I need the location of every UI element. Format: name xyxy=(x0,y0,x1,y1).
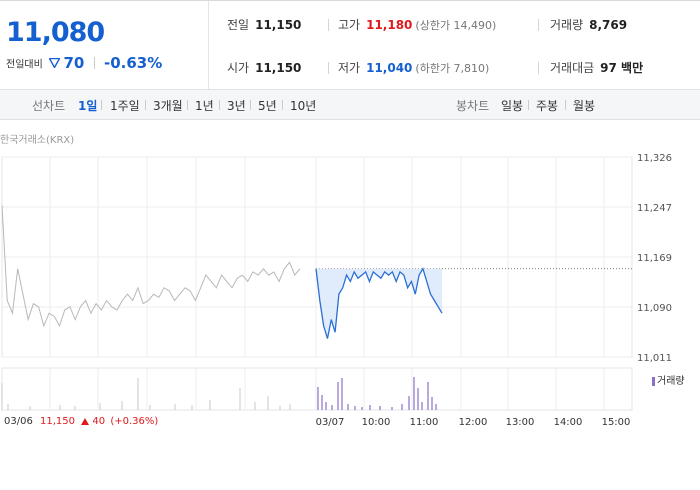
y-tick-label: 11,169 xyxy=(637,253,672,264)
stat-volume: 거래량 8,769 xyxy=(550,16,627,34)
divider xyxy=(219,100,220,110)
volume-grid xyxy=(1,367,633,411)
period-3y-button[interactable]: 3년 xyxy=(227,99,246,113)
price-box: 11,080 전일대비 70 -0.63% xyxy=(0,1,209,90)
candle-weekly-button[interactable]: 주봉 xyxy=(536,99,559,113)
change-value: 70 xyxy=(63,54,85,72)
y-tick-label: 11,011 xyxy=(637,353,672,364)
stat-open: 시가 11,150 xyxy=(227,59,301,77)
prev-day-line xyxy=(1,205,301,328)
price-chart-area: 한국거래소(KRX) 11,326 11,247 11,169 11,090 11,01… xyxy=(0,121,700,431)
x-axis-labels: 03/07 10:00 11:00 12:00 13:00 14:00 15:00 xyxy=(316,417,631,428)
prev-change: 40 xyxy=(92,416,106,427)
divider xyxy=(282,100,283,110)
change-percent: -0.63% xyxy=(104,54,163,72)
stat-value: 11,180 xyxy=(366,18,413,32)
volume-legend-label: 거래량 xyxy=(657,376,685,387)
line-chart-label: 선차트 xyxy=(32,99,66,113)
y-axis-labels: 11,326 11,247 11,169 11,090 11,011 xyxy=(637,153,672,364)
stat-value: 11,150 xyxy=(255,18,302,32)
stat-value: 11,150 xyxy=(255,61,302,75)
change-line: 전일대비 70 -0.63% xyxy=(6,54,162,72)
exchange-label: 한국거래소(KRX) xyxy=(0,135,75,146)
divider xyxy=(187,100,188,110)
x-tick-label: 14:00 xyxy=(554,417,583,428)
divider xyxy=(565,100,566,110)
divider xyxy=(328,62,329,74)
prev-percent: (+0.36%) xyxy=(110,416,159,427)
divider xyxy=(538,19,539,31)
stat-low: 저가 11,040 (하한가 7,810) xyxy=(338,59,489,77)
stock-summary: 11,080 전일대비 70 -0.63% 전일 11,150 고가 11,180(… xyxy=(0,0,700,90)
period-1d-button[interactable]: 1일 xyxy=(78,99,98,113)
stats-grid: 전일 11,150 고가 11,180 (상한가 14,490) 거래량 8,769 시… xyxy=(210,1,700,90)
change-label: 전일대비 xyxy=(6,59,43,71)
stat-value: 8,769 xyxy=(589,18,628,32)
price-chart[interactable]: 11,326 11,247 11,169 11,090 11,011 03/07 10:0… xyxy=(0,121,700,431)
stat-sub: (하한가 7,810) xyxy=(415,62,490,75)
divider xyxy=(145,100,146,110)
change-divider xyxy=(94,57,96,69)
stat-label: 저가 xyxy=(338,61,361,75)
period-10y-button[interactable]: 10년 xyxy=(290,99,317,113)
y-tick-label: 11,090 xyxy=(637,303,672,314)
chart-series xyxy=(1,205,632,339)
x-tick-label: 03/07 xyxy=(316,417,345,428)
period-3m-button[interactable]: 3개월 xyxy=(153,99,183,113)
divider xyxy=(328,19,329,31)
triangle-down-icon xyxy=(48,58,60,68)
stat-prev-close: 전일 11,150 xyxy=(227,16,301,34)
period-5y-button[interactable]: 5년 xyxy=(258,99,277,113)
stat-label: 거래대금 xyxy=(550,61,595,75)
stat-label: 전일 xyxy=(227,18,250,32)
volume-legend-swatch xyxy=(652,376,655,386)
stat-value: 97 백만 xyxy=(600,61,644,75)
y-tick-label: 11,326 xyxy=(637,153,672,164)
y-tick-label: 11,247 xyxy=(637,203,672,214)
stat-sub: (상한가 14,490) xyxy=(415,19,497,32)
divider xyxy=(528,100,529,110)
period-1w-button[interactable]: 1주일 xyxy=(110,99,140,113)
stat-label: 고가 xyxy=(338,18,361,32)
x-tick-label: 11:00 xyxy=(410,417,439,428)
current-price: 11,080 xyxy=(6,17,105,48)
prev-date: 03/06 xyxy=(4,416,33,427)
divider xyxy=(538,62,539,74)
stat-label: 시가 xyxy=(227,61,250,75)
period-1y-button[interactable]: 1년 xyxy=(195,99,214,113)
x-tick-label: 12:00 xyxy=(459,417,488,428)
triangle-up-icon xyxy=(81,417,90,425)
volume-frame xyxy=(1,367,633,411)
stat-high: 고가 11,180 (상한가 14,490) xyxy=(338,16,496,34)
prev-close: 11,150 xyxy=(40,416,76,427)
x-tick-label: 10:00 xyxy=(362,417,391,428)
volume-legend: 거래량 xyxy=(652,372,685,387)
divider xyxy=(250,100,251,110)
chart-grid xyxy=(1,156,633,358)
period-bar: 선차트 1일 1주일 3개월 1년 3년 5년 10년 봉차트 일봉 주봉 월봉 xyxy=(0,89,700,120)
stat-label: 거래량 xyxy=(550,18,584,32)
stat-trade-value: 거래대금 97 백만 xyxy=(550,59,643,77)
candle-chart-label: 봉차트 xyxy=(456,99,490,113)
volume-bars xyxy=(1,377,437,410)
x-tick-label: 13:00 xyxy=(506,417,535,428)
prev-day-info: 03/06 11,150 40 (+0.36%) xyxy=(4,416,158,427)
candle-daily-button[interactable]: 일봉 xyxy=(501,99,524,113)
candle-monthly-button[interactable]: 월봉 xyxy=(573,99,596,113)
stat-value: 11,040 xyxy=(366,61,413,75)
x-tick-label: 15:00 xyxy=(602,417,631,428)
today-line xyxy=(315,267,443,339)
divider xyxy=(101,100,102,110)
